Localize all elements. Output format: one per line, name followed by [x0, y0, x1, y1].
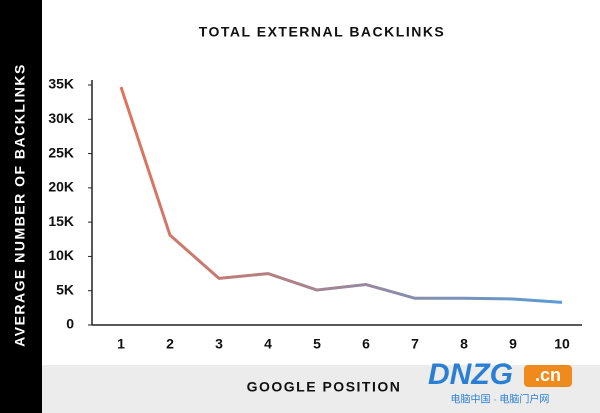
watermark-tagline: 电脑中国 · 电脑门户网 [451, 393, 550, 406]
x-tick-label: 9 [509, 336, 517, 352]
y-tick-label: 35K [48, 76, 74, 92]
y-tick-label: 25K [48, 144, 74, 160]
x-axis-label: GOOGLE POSITION [247, 379, 402, 395]
x-tick-label: 6 [362, 336, 370, 352]
x-tick-label: 10 [554, 336, 570, 352]
y-tick-label: 30K [48, 110, 74, 126]
x-tick-label: 1 [117, 336, 125, 352]
y-tick-label: 0 [66, 316, 74, 332]
y-tick-label: 10K [48, 247, 74, 263]
x-tick-label: 5 [313, 336, 321, 352]
x-tick-label: 8 [460, 336, 468, 352]
y-tick-label: 5K [56, 281, 74, 297]
y-axis-label: AVERAGE NUMBER OF BACKLINKS [12, 63, 28, 347]
x-tick-label: 2 [166, 336, 174, 352]
data-line [119, 86, 563, 304]
chart-title: TOTAL EXTERNAL BACKLINKS [199, 24, 446, 40]
x-tick-label: 3 [215, 336, 223, 352]
x-axis-band [42, 365, 600, 413]
watermark: DNZG .cn 电脑中国 · 电脑门户网 [428, 358, 572, 406]
y-axis-band [0, 0, 42, 413]
y-tick-label: 20K [48, 179, 74, 195]
x-tick-label: 4 [264, 336, 272, 352]
x-tick-label: 7 [411, 336, 419, 352]
watermark-logo: DNZG [428, 358, 513, 391]
watermark-suffix: .cn [535, 365, 561, 385]
watermark-box [524, 365, 572, 387]
y-tick-label: 15K [48, 213, 74, 229]
